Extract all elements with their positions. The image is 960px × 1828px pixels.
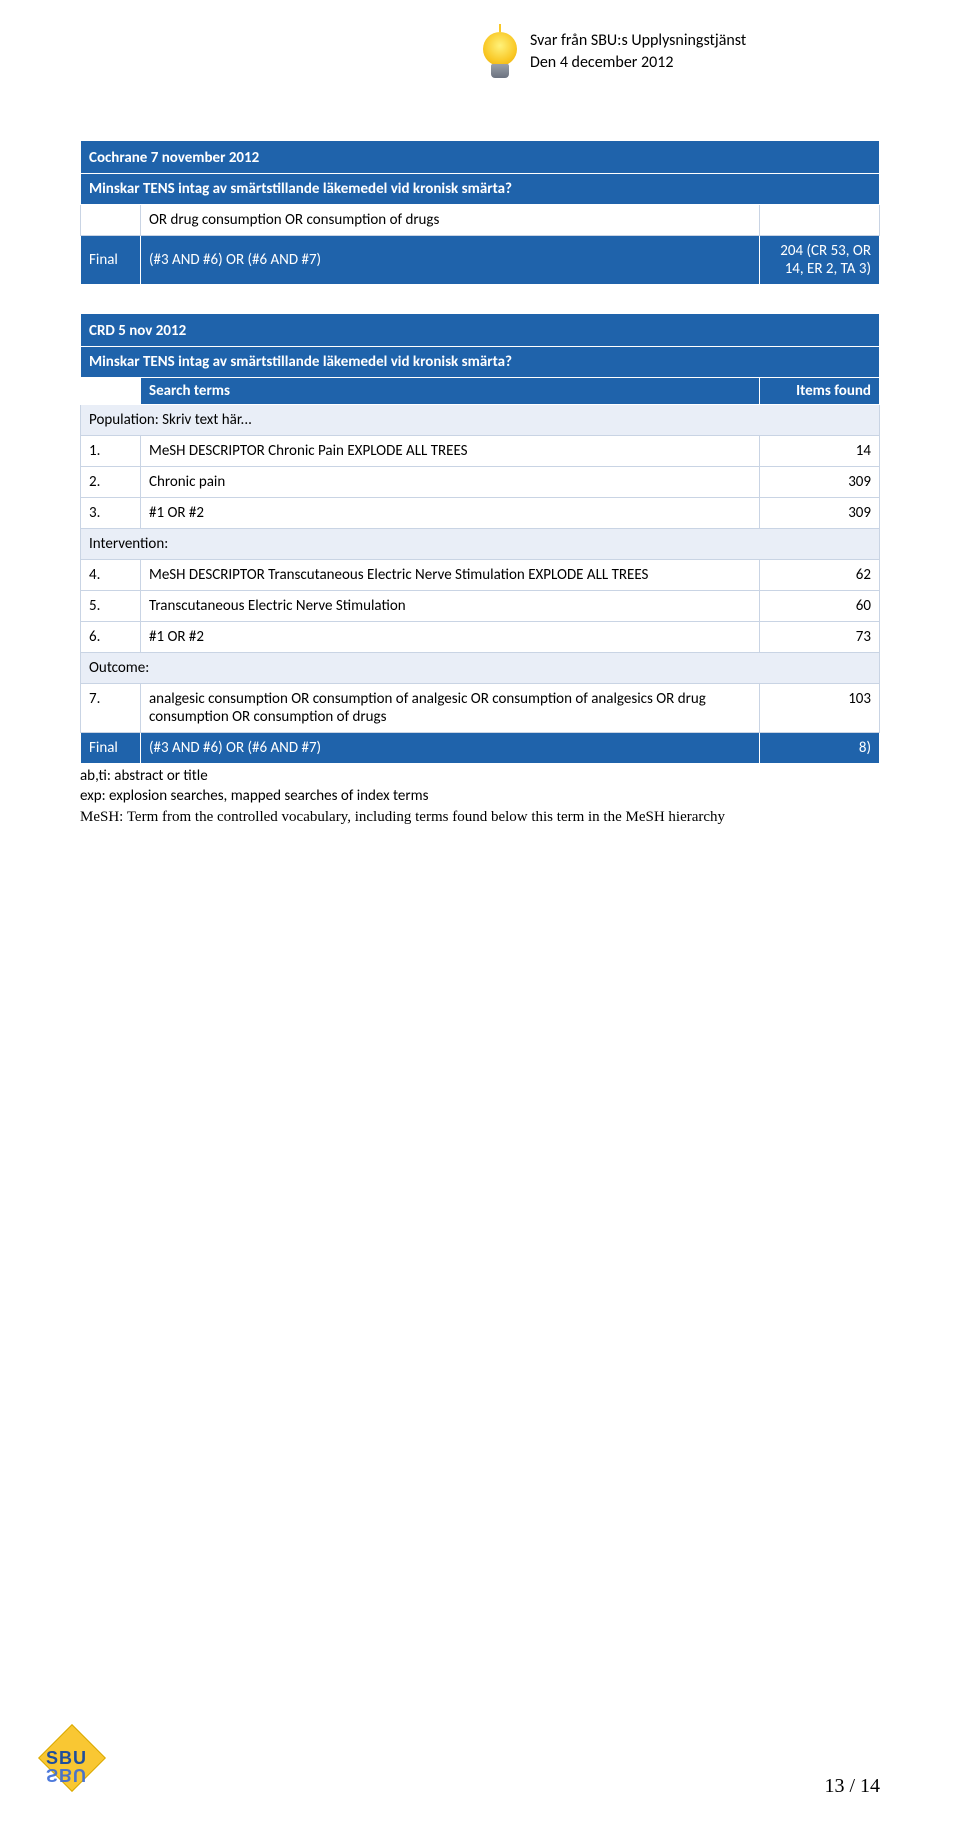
footnotes: ab,ti: abstract or title exp: explosion … [80, 766, 880, 827]
t2-final-label: Final [81, 733, 141, 764]
sbu-logo-icon: SBU SBU [40, 1734, 104, 1798]
t2-r5-v: 60 [759, 591, 879, 622]
t2-r3-n: 3. [81, 498, 141, 529]
t2-sec-out: Outcome: [81, 653, 880, 684]
note-abti: ab,ti: abstract or title [80, 766, 880, 786]
t1-title: Cochrane 7 november 2012 [81, 141, 880, 174]
document-header: Svar från SBU:s Upplysningstjänst Den 4 … [480, 30, 746, 85]
t2-r4-v: 62 [759, 560, 879, 591]
t2-r4-n: 4. [81, 560, 141, 591]
table-crd: CRD 5 nov 2012 Minskar TENS intag av smä… [80, 313, 880, 764]
spacer [80, 285, 880, 313]
t2-r1-v: 14 [759, 436, 879, 467]
t2-col-terms: Search terms [141, 378, 760, 405]
t2-r5-n: 5. [81, 591, 141, 622]
t2-r5-t: Transcutaneous Electric Nerve Stimulatio… [141, 591, 760, 622]
t2-title: CRD 5 nov 2012 [81, 314, 880, 347]
t2-final-result: 8) [759, 733, 879, 764]
logo-text-reflection: SBU [46, 1764, 87, 1785]
t2-r2-v: 309 [759, 467, 879, 498]
t1-final-label: Final [81, 236, 141, 285]
t1-final-text: (#3 AND #6) OR (#6 AND #7) [141, 236, 760, 285]
t2-blank [81, 378, 141, 405]
t2-r7-v: 103 [759, 684, 879, 733]
t2-sec-int: Intervention: [81, 529, 880, 560]
header-line1: Svar från SBU:s Upplysningstjänst [530, 30, 746, 52]
header-text: Svar från SBU:s Upplysningstjänst Den 4 … [530, 30, 746, 73]
t1-r7-text: OR drug consumption OR consumption of dr… [141, 205, 760, 236]
t2-col-items: Items found [759, 378, 879, 405]
t2-r7-t: analgesic consumption OR consumption of … [141, 684, 760, 733]
t2-r1-t: MeSH DESCRIPTOR Chronic Pain EXPLODE ALL… [141, 436, 760, 467]
t1-r7-val [759, 205, 879, 236]
t2-r7-n: 7. [81, 684, 141, 733]
page-content: Cochrane 7 november 2012 Minskar TENS in… [0, 0, 960, 827]
header-line2: Den 4 december 2012 [530, 52, 746, 74]
page-number: 13 / 14 [824, 1775, 880, 1798]
note-mesh: MeSH: Term from the controlled vocabular… [80, 807, 880, 827]
t2-r3-t: #1 OR #2 [141, 498, 760, 529]
t2-r6-t: #1 OR #2 [141, 622, 760, 653]
lightbulb-icon [480, 30, 520, 85]
t2-r2-t: Chronic pain [141, 467, 760, 498]
t2-r6-n: 6. [81, 622, 141, 653]
t2-r2-n: 2. [81, 467, 141, 498]
t2-final-text: (#3 AND #6) OR (#6 AND #7) [141, 733, 760, 764]
t2-sec-pop: Population: Skriv text här... [81, 405, 880, 436]
t1-question: Minskar TENS intag av smärtstillande läk… [81, 174, 880, 205]
note-exp: exp: explosion searches, mapped searches… [80, 786, 880, 806]
t2-r1-n: 1. [81, 436, 141, 467]
t2-r3-v: 309 [759, 498, 879, 529]
table-cochrane: Cochrane 7 november 2012 Minskar TENS in… [80, 140, 880, 285]
t2-r4-t: MeSH DESCRIPTOR Transcutaneous Electric … [141, 560, 760, 591]
t1-final-result: 204 (CR 53, OR 14, ER 2, TA 3) [759, 236, 879, 285]
t1-r7-num [81, 205, 141, 236]
t2-question: Minskar TENS intag av smärtstillande läk… [81, 347, 880, 378]
t2-r6-v: 73 [759, 622, 879, 653]
